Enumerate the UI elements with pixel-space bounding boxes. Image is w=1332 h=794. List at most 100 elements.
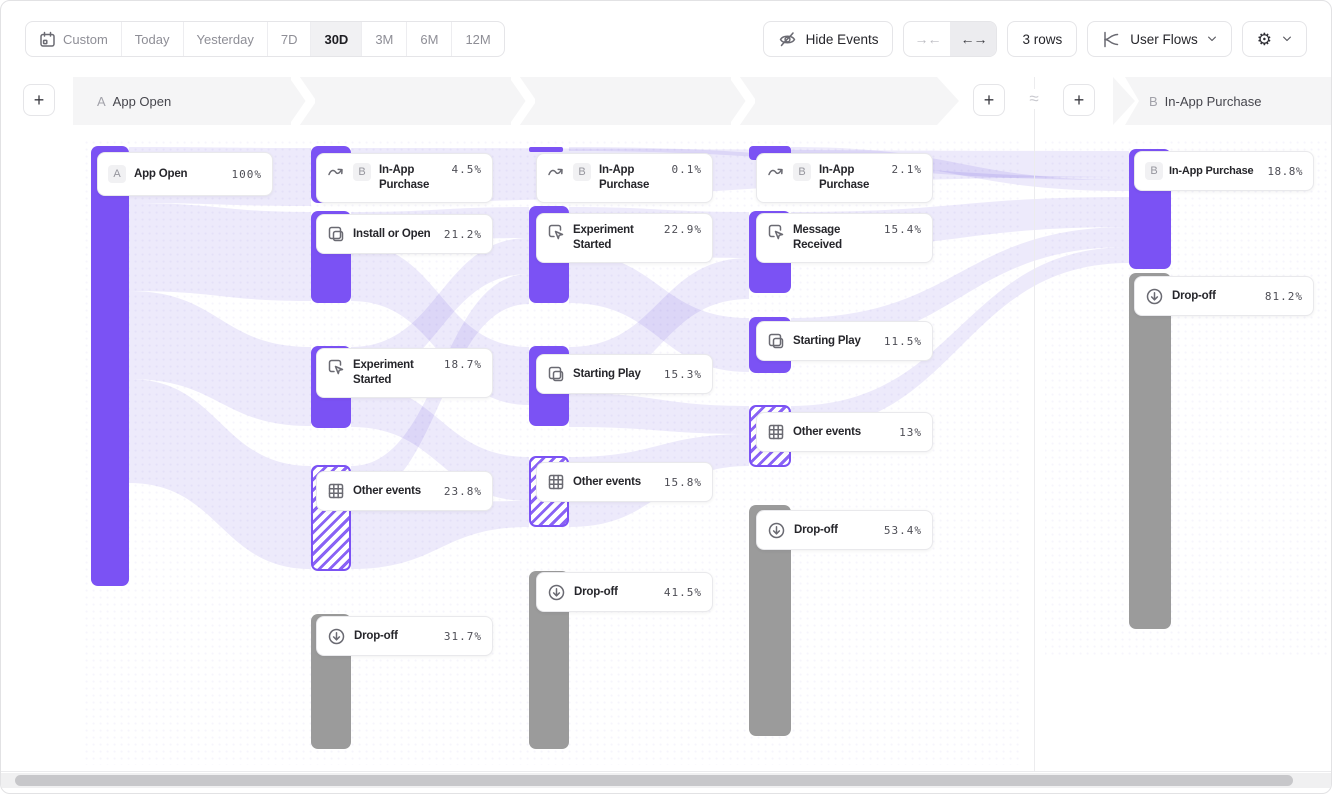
plus-icon: + [983,89,995,110]
horizontal-scrollbar[interactable] [1,773,1331,788]
flow-node-experiment-started[interactable]: Experiment Started 22.9% [536,213,713,263]
flow-node-in-app-purchase[interactable]: B In-App Purchase 0.1% [536,153,713,203]
date-range-label: 6M [420,31,439,47]
flow-node-in-app-purchase[interactable]: B In-App Purchase 4.5% [316,153,493,203]
flow-node-experiment-started[interactable]: Experiment Started 18.7% [316,348,493,398]
add-start-event-button[interactable]: + [23,84,55,116]
plus-icon: + [1073,89,1085,110]
gear-icon: ⚙ [1256,29,1272,49]
calendar-icon [40,31,55,47]
flow-arrow-icon [547,163,565,181]
event-label: Other events [573,475,641,488]
event-value: 53.4% [883,523,922,537]
date-range-custom[interactable]: Custom [26,22,122,56]
view-selector-button[interactable]: User Flows [1087,21,1232,57]
flow-node-in-app-purchase[interactable]: B In-App Purchase 2.1% [756,153,933,203]
flow-node-other-events[interactable]: Other events 15.8% [536,462,713,502]
date-range-12m[interactable]: 12M [452,22,503,56]
date-range-6m[interactable]: 6M [407,22,453,56]
arrow-down-circle-icon [1145,287,1164,306]
flow-node-other-events[interactable]: Other events 13% [756,412,933,452]
flow-node-starting-play[interactable]: Starting Play 11.5% [756,321,933,361]
flow-node-drop-off[interactable]: Drop-off 53.4% [756,510,933,550]
flow-ribbon [791,247,1129,431]
flow-ribbon [129,379,311,569]
flow-ribbon [569,393,749,434]
flow-node-install-or-open[interactable]: Install or Open 21.2% [316,214,493,254]
date-range-label: 30D [324,31,349,47]
event-label: Starting Play [793,334,861,347]
event-value: 23.8% [443,484,482,498]
start-event-band[interactable]: A App Open [73,77,959,125]
arrow-down-circle-icon [327,627,346,646]
add-end-step-button[interactable]: + [1063,84,1095,116]
layers-icon [327,225,345,243]
expand-columns-button[interactable]: ←→ [950,22,997,56]
column-width-toggle: →← ←→ [903,21,998,57]
flow-ribbon [351,238,529,383]
event-value: 31.7% [443,629,482,643]
collapse-columns-button[interactable]: →← [914,31,941,47]
chevron-separator-icon [731,77,755,125]
event-label: Other events [793,425,861,438]
flow-node-drop-off-end[interactable]: Drop-off 81.2% [1134,276,1314,316]
chevron-down-icon [1283,36,1291,42]
flow-bar-app-open[interactable] [91,146,129,586]
flow-node-message-received[interactable]: Message Received 15.4% [756,213,933,263]
event-badge: B [353,163,371,181]
date-range-yesterday[interactable]: Yesterday [184,22,268,56]
arrow-down-circle-icon [767,521,786,540]
event-value: 21.2% [443,227,482,241]
scroll-divider [1,771,1331,772]
flow-node-in-app-purchase-end[interactable]: B In-App Purchase 18.8% [1134,151,1314,191]
flow-bar-drop-off-end[interactable] [1129,273,1171,629]
settings-button[interactable]: ⚙ [1241,21,1307,57]
date-range-today[interactable]: Today [122,22,184,56]
event-value: 100% [231,167,262,181]
flow-ribbon [351,501,529,569]
flow-node-starting-play[interactable]: Starting Play 15.3% [536,354,713,394]
cursor-click-icon [547,223,565,241]
event-label: In-App Purchase [1169,164,1254,177]
flow-ribbon [791,227,1129,348]
arrow-down-circle-icon [547,583,566,602]
rows-button[interactable]: 3 rows [1007,21,1078,57]
end-event-band[interactable]: B In-App Purchase [1125,77,1331,125]
add-step-button[interactable]: + [973,84,1005,116]
event-value: 2.1% [891,163,922,176]
plus-icon: + [33,89,45,110]
flow-ribbon [129,291,311,426]
user-flows-icon [1104,31,1119,47]
flow-node-drop-off[interactable]: Drop-off 31.7% [316,616,493,656]
layers-icon [767,332,785,350]
event-label: Drop-off [354,629,398,642]
eye-off-icon [779,31,795,46]
event-label: Experiment Started [573,224,634,251]
event-value: 11.5% [883,334,922,348]
event-label: App Open [134,167,188,180]
event-value: 18.7% [443,358,482,371]
hide-events-button[interactable]: Hide Events [762,21,894,57]
chevron-separator-icon [291,77,315,125]
flow-node-other-events[interactable]: Other events 23.8% [316,471,493,511]
flow-node-drop-off[interactable]: Drop-off 41.5% [536,572,713,612]
event-value: 22.9% [663,223,702,236]
date-range-7d[interactable]: 7D [268,22,312,56]
event-label: Starting Play [573,367,641,380]
start-event-letter: A [97,93,106,109]
date-range-label: 3M [375,31,394,47]
date-range-30d[interactable]: 30D [311,22,363,56]
event-badge: B [573,163,591,181]
date-range-3m[interactable]: 3M [362,22,408,56]
grid-icon [327,482,345,500]
date-range-label: Yesterday [196,31,254,47]
flow-bar-in-app-purchase[interactable] [529,147,563,152]
event-value: 15.8% [663,475,702,489]
approx-symbol: ≈ [1023,89,1045,109]
flow-node-app-open[interactable]: A App Open 100% [97,152,273,196]
grid-icon [767,423,785,441]
event-value: 15.4% [883,223,922,236]
date-range-label: 7D [280,31,298,47]
event-label: In-App Purchase [379,164,430,191]
scrollbar-thumb[interactable] [15,775,1293,786]
